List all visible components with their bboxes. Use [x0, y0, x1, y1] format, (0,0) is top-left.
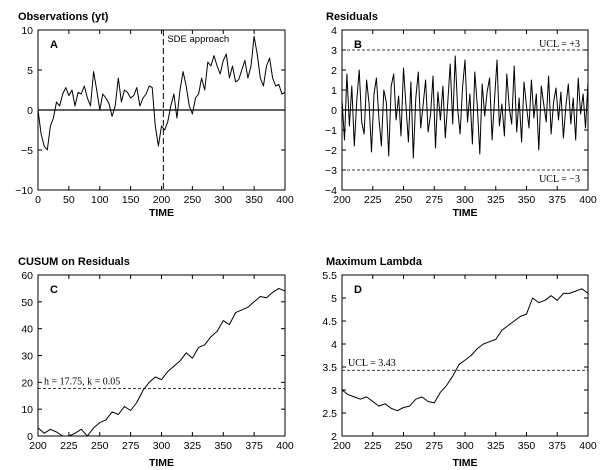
x-tick-label: 400 [579, 194, 597, 206]
panel-label: D [354, 284, 362, 296]
x-tick-label: 225 [60, 440, 78, 452]
panel-label: A [50, 39, 58, 51]
y-tick-label: 2 [331, 65, 337, 77]
chart-panel-a: Observations (yt)A0 50 100 150 200 250 300 350 4… [15, 11, 294, 219]
y-tick-label: 50 [21, 297, 33, 309]
chart-panel-b: Residuals B 200 225 250 275 300 325 350 375 400 −4 −… [325, 11, 597, 219]
y-tick-label: 40 [21, 324, 33, 336]
y-tick-label: 2.5 [322, 408, 337, 420]
y-tick-label: −4 [325, 185, 337, 197]
y-tick-label: 20 [21, 377, 33, 389]
y-tick-label: 10 [21, 25, 33, 37]
x-tick-label: 200 [153, 194, 171, 206]
x-tick-label: 325 [487, 440, 505, 452]
y-tick-label: −1 [325, 125, 337, 137]
y-tick-label: 60 [21, 270, 33, 282]
y-tick-label: 3.5 [322, 362, 337, 374]
x-tick-label: 300 [214, 194, 232, 206]
y-tick-label: −3 [325, 165, 337, 177]
reference-line-label: UCL = 3.43 [348, 358, 396, 369]
y-tick-label: −5 [21, 145, 33, 157]
chart-title: CUSUM on Residuals [18, 256, 130, 268]
y-tick-label: −2 [325, 145, 337, 157]
panel-label: C [50, 284, 58, 296]
reference-line-label: UCL = +3 [539, 39, 580, 50]
y-tick-label: 0 [27, 431, 33, 443]
y-tick-label: 5 [331, 293, 337, 305]
series-line [37, 35, 286, 151]
x-tick-label: 300 [456, 194, 474, 206]
reference-line-label: h = 17.75, k = 0.05 [44, 376, 120, 387]
y-tick-label: 3 [331, 45, 337, 57]
x-tick-label: 200 [333, 194, 351, 206]
y-tick-label: 30 [21, 351, 33, 363]
x-tick-label: 275 [425, 194, 443, 206]
chart-title: Residuals [326, 11, 378, 23]
x-tick-label: 275 [425, 440, 443, 452]
x-tick-label: 100 [91, 194, 109, 206]
y-tick-label: −10 [15, 185, 33, 197]
y-tick-label: 5.5 [322, 270, 337, 282]
x-tick-label: 0 [35, 194, 41, 206]
x-tick-label: 300 [153, 440, 171, 452]
plot-frame [341, 274, 589, 437]
x-tick-label: 350 [245, 194, 263, 206]
chart-title: Observations (yt) [18, 11, 109, 23]
y-tick-label: 1 [331, 85, 337, 97]
y-tick-label: 3 [331, 385, 337, 397]
reference-line-label: UCL = −3 [539, 174, 580, 185]
x-tick-label: 375 [548, 194, 566, 206]
x-tick-label: 250 [395, 440, 413, 452]
y-tick-label: 4 [331, 339, 337, 351]
x-tick-label: 225 [364, 194, 382, 206]
plot-frame [37, 274, 286, 437]
y-tick-label: 5 [27, 65, 33, 77]
sde-approach-label: SDE approach [167, 34, 229, 45]
series-line [37, 287, 286, 437]
y-tick-label: 4.5 [322, 316, 337, 328]
x-axis-label: TIME [452, 457, 477, 469]
x-tick-label: 375 [245, 440, 263, 452]
x-tick-label: 275 [122, 440, 140, 452]
x-tick-label: 350 [518, 440, 536, 452]
x-tick-label: 325 [487, 194, 505, 206]
x-tick-label: 400 [579, 440, 597, 452]
x-tick-label: 225 [364, 440, 382, 452]
y-tick-label: 4 [331, 25, 337, 37]
x-tick-label: 250 [184, 194, 202, 206]
y-tick-label: 2 [331, 431, 337, 443]
x-tick-label: 250 [91, 440, 109, 452]
x-tick-label: 150 [122, 194, 140, 206]
chart-title: Maximum Lambda [326, 256, 423, 268]
x-tick-label: 200 [29, 440, 47, 452]
series-line [341, 55, 589, 159]
x-tick-label: 200 [333, 440, 351, 452]
x-tick-label: 250 [395, 194, 413, 206]
x-tick-label: 400 [276, 194, 294, 206]
x-tick-label: 375 [548, 440, 566, 452]
x-axis-label: TIME [149, 457, 174, 469]
x-tick-label: 350 [214, 440, 232, 452]
y-tick-label: 10 [21, 404, 33, 416]
x-tick-label: 325 [184, 440, 202, 452]
x-tick-label: 50 [63, 194, 75, 206]
x-tick-label: 350 [518, 194, 536, 206]
x-axis-label: TIME [149, 207, 174, 219]
x-axis-label: TIME [452, 207, 477, 219]
y-tick-label: 0 [331, 105, 337, 117]
series-line [341, 288, 589, 412]
x-tick-label: 300 [456, 440, 474, 452]
x-tick-label: 400 [276, 440, 294, 452]
y-tick-label: 0 [27, 105, 33, 117]
panel-label: B [354, 39, 362, 51]
